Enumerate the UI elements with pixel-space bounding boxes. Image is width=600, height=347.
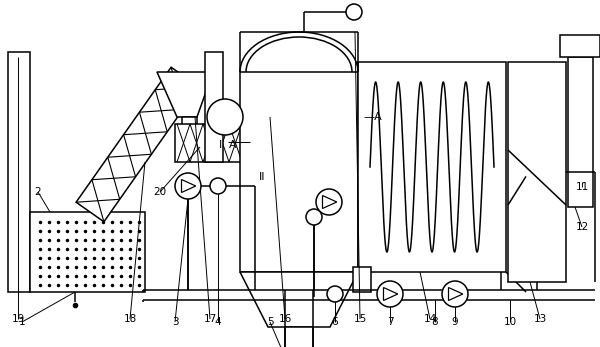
Text: 4: 4 [215,317,221,327]
Text: 9: 9 [452,317,458,327]
Bar [358,62,506,272]
Text: 11: 11 [575,182,589,192]
Text: 6: 6 [332,317,338,327]
Text: 13: 13 [533,314,547,324]
Text: 14: 14 [424,314,437,324]
Bar [8,52,30,292]
Text: 2: 2 [35,187,41,197]
Text: 19: 19 [11,314,25,324]
Text: 12: 12 [575,222,589,232]
Bar [205,52,223,162]
Circle shape [210,178,226,194]
Text: 16: 16 [278,314,292,324]
Text: 8: 8 [431,317,439,327]
Text: 5: 5 [266,317,274,327]
Circle shape [316,189,342,215]
Polygon shape [383,288,398,301]
Text: 3: 3 [172,317,178,327]
Polygon shape [449,288,463,301]
Circle shape [442,281,468,307]
Polygon shape [240,272,358,327]
Text: 1: 1 [19,317,25,327]
Polygon shape [323,195,337,209]
Circle shape [175,173,201,199]
Text: 18: 18 [124,314,137,324]
Text: A: A [229,140,237,150]
Text: 10: 10 [503,317,517,327]
Bar [353,267,371,292]
Circle shape [327,286,343,302]
Bar [508,62,566,282]
Bar [175,124,255,162]
Text: —A: —A [363,112,382,122]
Bar [30,212,145,292]
Bar [560,35,600,57]
Circle shape [207,99,243,135]
Circle shape [306,209,322,225]
Text: 7: 7 [386,317,394,327]
Bar [285,327,313,347]
Text: 20: 20 [154,187,167,197]
Polygon shape [157,72,213,117]
Bar [182,117,197,145]
Bar [240,72,358,272]
Polygon shape [76,67,199,222]
Text: II: II [259,172,265,182]
Text: I: I [220,140,223,150]
Polygon shape [182,179,196,193]
Circle shape [346,4,362,20]
Circle shape [377,281,403,307]
Bar [568,57,593,207]
Text: 17: 17 [203,314,217,324]
Text: 15: 15 [353,314,367,324]
